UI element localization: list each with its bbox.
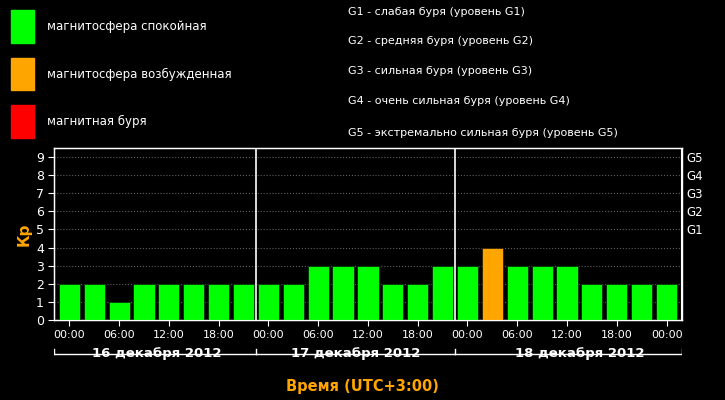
Bar: [307, 266, 328, 320]
Bar: [183, 284, 204, 320]
Bar: [83, 284, 105, 320]
Bar: [631, 284, 652, 320]
Text: G5 - экстремально сильная буря (уровень G5): G5 - экстремально сильная буря (уровень …: [348, 128, 618, 138]
Text: магнитосфера спокойная: магнитосфера спокойная: [47, 20, 207, 33]
Text: 18 декабря 2012: 18 декабря 2012: [515, 348, 645, 360]
Text: Время (UTC+3:00): Время (UTC+3:00): [286, 379, 439, 394]
Bar: [11, 105, 34, 138]
Bar: [158, 284, 179, 320]
Bar: [557, 266, 578, 320]
Bar: [11, 58, 34, 90]
Text: магнитная буря: магнитная буря: [47, 115, 146, 128]
Bar: [109, 302, 130, 320]
Bar: [457, 266, 478, 320]
Text: магнитосфера возбужденная: магнитосфера возбужденная: [47, 68, 232, 80]
Text: G3 - сильная буря (уровень G3): G3 - сильная буря (уровень G3): [348, 66, 532, 76]
Bar: [656, 284, 677, 320]
Bar: [208, 284, 229, 320]
Bar: [531, 266, 552, 320]
Text: G1 - слабая буря (уровень G1): G1 - слабая буря (уровень G1): [348, 7, 525, 17]
Text: G4 - очень сильная буря (уровень G4): G4 - очень сильная буря (уровень G4): [348, 96, 570, 106]
Bar: [581, 284, 602, 320]
Bar: [283, 284, 304, 320]
Bar: [11, 10, 34, 43]
Bar: [233, 284, 254, 320]
Y-axis label: Кр: Кр: [17, 222, 32, 246]
Bar: [333, 266, 354, 320]
Bar: [133, 284, 154, 320]
Bar: [482, 248, 503, 320]
Bar: [258, 284, 279, 320]
Bar: [407, 284, 428, 320]
Bar: [432, 266, 453, 320]
Bar: [606, 284, 627, 320]
Bar: [382, 284, 403, 320]
Bar: [357, 266, 378, 320]
Text: G2 - средняя буря (уровень G2): G2 - средняя буря (уровень G2): [348, 36, 533, 46]
Bar: [59, 284, 80, 320]
Text: 16 декабря 2012: 16 декабря 2012: [91, 348, 221, 360]
Text: 17 декабря 2012: 17 декабря 2012: [291, 348, 420, 360]
Bar: [507, 266, 528, 320]
